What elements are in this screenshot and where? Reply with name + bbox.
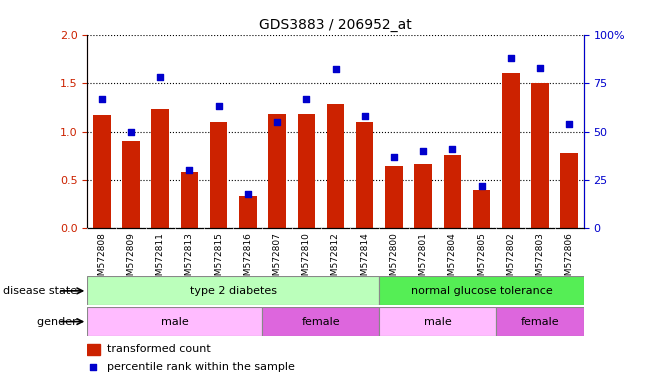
Bar	[473, 190, 491, 228]
Text: GSM572804: GSM572804	[448, 232, 457, 287]
Point	[389, 154, 399, 160]
Text: male: male	[424, 316, 452, 327]
Point	[272, 119, 282, 125]
Text: GSM572813: GSM572813	[185, 232, 194, 287]
Bar	[180, 172, 198, 228]
Text: male: male	[161, 316, 189, 327]
Bar	[327, 104, 344, 228]
Bar	[268, 114, 286, 228]
Bar	[297, 114, 315, 228]
Bar	[87, 307, 262, 336]
Point	[301, 96, 311, 102]
Bar	[502, 73, 519, 228]
Bar	[87, 276, 379, 305]
Text: GSM572806: GSM572806	[565, 232, 574, 287]
Point	[535, 65, 546, 71]
Point	[505, 55, 516, 61]
Point	[155, 74, 166, 80]
Text: GSM572803: GSM572803	[535, 232, 544, 287]
Point	[242, 190, 253, 197]
Text: GSM572815: GSM572815	[214, 232, 223, 287]
Bar	[415, 164, 432, 228]
Bar	[531, 83, 549, 228]
Text: GSM572800: GSM572800	[389, 232, 399, 287]
Text: type 2 diabetes: type 2 diabetes	[190, 286, 276, 296]
Text: percentile rank within the sample: percentile rank within the sample	[107, 362, 295, 372]
Bar	[122, 141, 140, 228]
Text: normal glucose tolerance: normal glucose tolerance	[411, 286, 552, 296]
Text: female: female	[521, 316, 559, 327]
Text: female: female	[301, 316, 340, 327]
Bar	[385, 166, 403, 228]
Text: GSM572814: GSM572814	[360, 232, 369, 287]
Text: GSM572816: GSM572816	[244, 232, 252, 287]
Bar	[379, 276, 584, 305]
Bar	[93, 115, 111, 228]
Title: GDS3883 / 206952_at: GDS3883 / 206952_at	[259, 18, 412, 32]
Text: GSM572802: GSM572802	[506, 232, 515, 287]
Text: disease state: disease state	[3, 286, 81, 296]
Text: GSM572805: GSM572805	[477, 232, 486, 287]
Point	[97, 96, 107, 102]
Point	[447, 146, 458, 152]
Bar	[560, 153, 578, 228]
Bar	[379, 307, 496, 336]
Text: GSM572811: GSM572811	[156, 232, 165, 287]
Bar	[210, 122, 227, 228]
Text: GSM572810: GSM572810	[302, 232, 311, 287]
Text: GSM572807: GSM572807	[272, 232, 282, 287]
Point	[564, 121, 574, 127]
Point	[476, 183, 487, 189]
Bar	[356, 122, 374, 228]
Point	[360, 113, 370, 119]
Point	[184, 167, 195, 174]
Bar	[262, 307, 379, 336]
Point	[330, 66, 341, 73]
Bar	[496, 307, 584, 336]
Point	[384, 267, 395, 273]
Point	[213, 103, 224, 109]
Point	[418, 148, 429, 154]
Text: GSM572812: GSM572812	[331, 232, 340, 287]
Text: gender: gender	[38, 316, 81, 327]
Text: GSM572809: GSM572809	[127, 232, 136, 287]
Text: GSM572808: GSM572808	[97, 232, 106, 287]
Text: GSM572801: GSM572801	[419, 232, 427, 287]
Text: transformed count: transformed count	[107, 344, 211, 354]
Bar	[152, 109, 169, 228]
Bar	[87, 344, 99, 355]
Bar	[444, 155, 461, 228]
Bar	[239, 197, 256, 228]
Point	[125, 129, 136, 135]
